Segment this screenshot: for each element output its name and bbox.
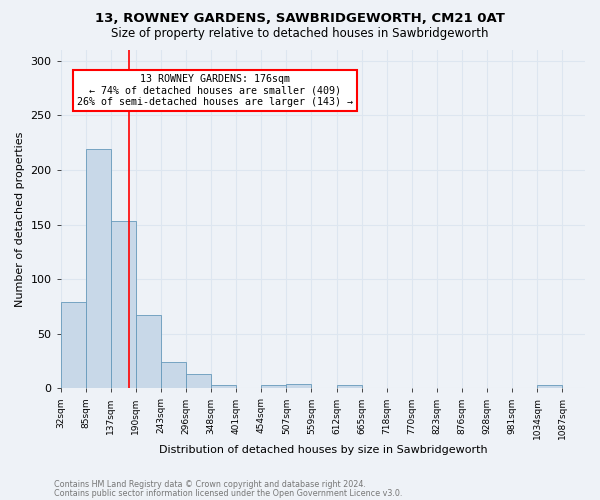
- Bar: [337, 385, 362, 388]
- Text: Size of property relative to detached houses in Sawbridgeworth: Size of property relative to detached ho…: [111, 28, 489, 40]
- Bar: [111, 222, 136, 388]
- Bar: [186, 374, 211, 388]
- Text: Contains public sector information licensed under the Open Government Licence v3: Contains public sector information licen…: [54, 489, 403, 498]
- X-axis label: Distribution of detached houses by size in Sawbridgeworth: Distribution of detached houses by size …: [158, 445, 487, 455]
- Text: Contains HM Land Registry data © Crown copyright and database right 2024.: Contains HM Land Registry data © Crown c…: [54, 480, 366, 489]
- Bar: [211, 385, 236, 388]
- Bar: [161, 362, 186, 388]
- Text: 13 ROWNEY GARDENS: 176sqm
← 74% of detached houses are smaller (409)
26% of semi: 13 ROWNEY GARDENS: 176sqm ← 74% of detac…: [77, 74, 353, 107]
- Bar: [61, 302, 86, 388]
- Bar: [86, 150, 111, 388]
- Y-axis label: Number of detached properties: Number of detached properties: [15, 132, 25, 307]
- Bar: [286, 384, 311, 388]
- Bar: [262, 385, 286, 388]
- Bar: [136, 315, 161, 388]
- Text: 13, ROWNEY GARDENS, SAWBRIDGEWORTH, CM21 0AT: 13, ROWNEY GARDENS, SAWBRIDGEWORTH, CM21…: [95, 12, 505, 26]
- Bar: [537, 385, 562, 388]
